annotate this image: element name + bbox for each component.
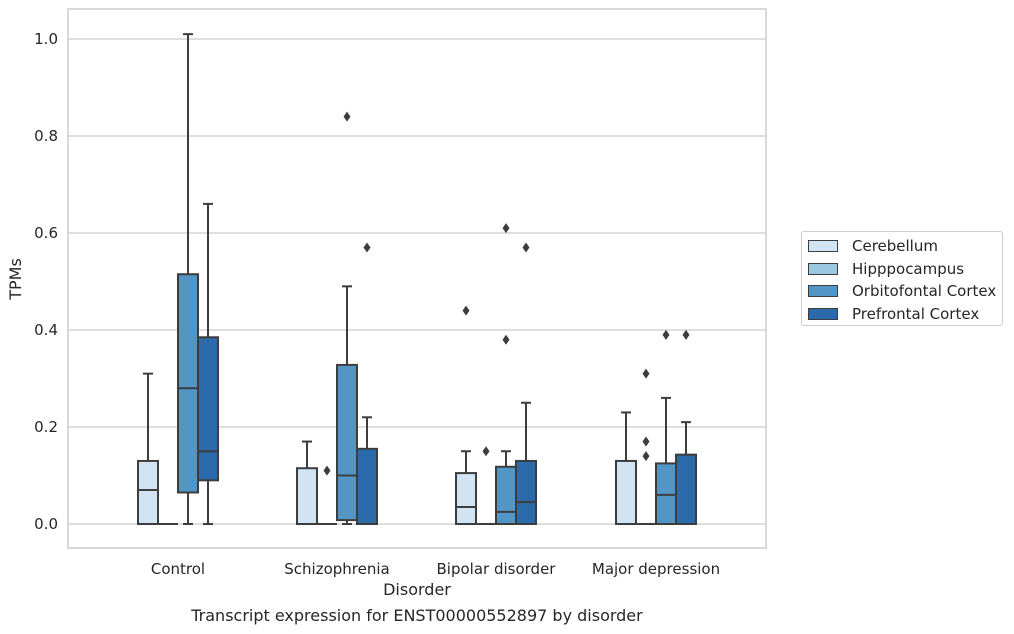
box-iqr: [356, 447, 378, 526]
box-iqr: [615, 459, 637, 526]
legend-label: Hipppocampus: [852, 259, 965, 278]
boxes: [137, 33, 697, 526]
x-tick-label: Bipolar disorder: [437, 560, 557, 578]
x-tick-label: Schizophrenia: [284, 560, 389, 578]
x-tick-label: Control: [151, 560, 205, 578]
y-tick-label: 0.8: [34, 127, 58, 145]
outlier-point: [482, 446, 490, 457]
outlier-point: [642, 436, 650, 447]
box-prefrontal-cortex: [515, 242, 537, 526]
legend-swatch: [808, 240, 838, 252]
legend-item: Hipppocampus: [808, 259, 964, 279]
box-orbitofontal-cortex: [495, 223, 517, 525]
y-tick-label: 0.2: [34, 418, 58, 436]
box-cerebellum: [615, 411, 637, 526]
outlier-point: [642, 451, 650, 462]
box-iqr: [296, 467, 318, 526]
outlier-point: [662, 329, 670, 340]
legend-swatch: [808, 285, 838, 297]
y-tick-label: 1.0: [34, 30, 58, 48]
legend-swatch: [808, 262, 838, 275]
box-prefrontal-cortex: [356, 242, 378, 526]
chart-caption: Transcript expression for ENST0000055289…: [191, 606, 643, 625]
outlier-point: [502, 334, 510, 345]
plot-frame: [67, 8, 767, 549]
box-prefrontal-cortex: [675, 329, 697, 525]
box-cerebellum: [455, 305, 477, 526]
box-iqr: [336, 363, 358, 522]
gridlines: [68, 38, 766, 525]
box-orbitofontal-cortex: [655, 329, 677, 525]
box-iqr: [515, 459, 537, 526]
x-tick-label: Major depression: [592, 560, 720, 578]
box-iqr: [675, 453, 697, 525]
box-iqr: [137, 459, 159, 526]
box-iqr: [197, 336, 219, 482]
outlier-point: [502, 223, 510, 234]
legend-swatch: [808, 307, 838, 320]
box-iqr: [177, 273, 199, 494]
outlier-point: [363, 242, 371, 253]
legend-label: Cerebellum: [852, 237, 938, 255]
box-prefrontal-cortex: [197, 202, 219, 525]
box-hipppocampus: [636, 368, 656, 525]
x-tick-labels: Control Schizophrenia Bipolar disorder Majo…: [151, 560, 720, 578]
outlier-point: [343, 111, 351, 122]
y-tick-label: 0.0: [34, 515, 58, 533]
box-iqr: [455, 472, 477, 526]
y-tick-label: 0.6: [34, 224, 58, 242]
outlier-point: [462, 305, 470, 316]
legend-label: Orbitofontal Cortex: [852, 282, 997, 300]
outlier-point: [522, 242, 530, 253]
outlier-point: [642, 368, 650, 379]
y-axis-label: TPMs: [6, 258, 25, 301]
box-hipppocampus: [476, 446, 496, 525]
box-iqr: [655, 462, 677, 525]
outlier-point: [323, 465, 331, 476]
legend-item: Cerebellum: [808, 236, 938, 256]
box-orbitofontal-cortex: [336, 111, 358, 525]
box-iqr: [495, 465, 517, 525]
x-axis-label: Disorder: [383, 580, 451, 599]
outlier-point: [682, 329, 690, 340]
legend-item: Orbitofontal Cortex: [808, 281, 996, 301]
y-tick-labels: 0.0 0.2 0.4 0.6 0.8 1.0: [34, 30, 58, 533]
y-tick-label: 0.4: [34, 321, 58, 339]
box-cerebellum: [296, 440, 318, 526]
box-hipppocampus: [317, 465, 337, 525]
legend-item: Prefrontal Cortex: [808, 304, 979, 324]
box-cerebellum: [137, 372, 159, 526]
legend-label: Prefrontal Cortex: [852, 304, 980, 323]
legend: Cerebellum Hipppocampus Orbitofontal Corte…: [801, 231, 1003, 326]
box-orbitofontal-cortex: [177, 33, 199, 525]
